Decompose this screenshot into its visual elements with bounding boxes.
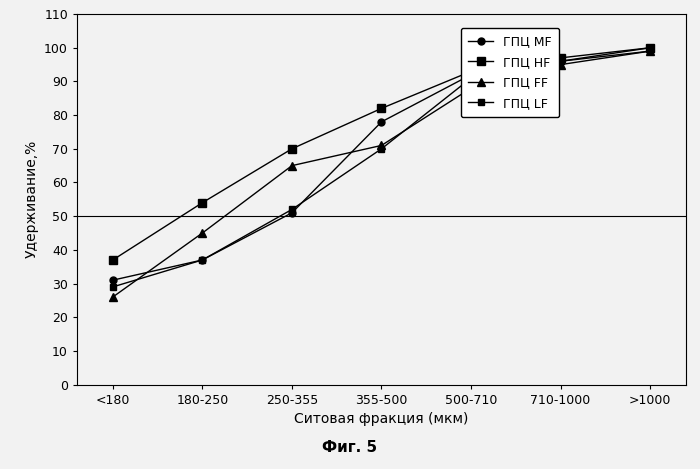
ГПЦ HF (556, 55, 565, 61)
ГПЦ HF (467, 68, 475, 74)
ГПЦ MF (198, 257, 206, 263)
ГПЦ MF (108, 277, 117, 283)
ГПЦ HF (646, 45, 654, 51)
ГПЦ HF (198, 200, 206, 205)
ГПЦ MF (377, 119, 386, 125)
ГПЦ FF (108, 294, 117, 300)
ГПЦ FF (467, 85, 475, 91)
Line: ГПЦ MF: ГПЦ MF (109, 48, 654, 284)
ГПЦ MF (467, 72, 475, 77)
ГПЦ LF (377, 146, 386, 151)
ГПЦ LF (198, 257, 206, 263)
ГПЦ HF (377, 106, 386, 111)
Line: ГПЦ LF: ГПЦ LF (110, 45, 653, 290)
ГПЦ FF (556, 62, 565, 68)
ГПЦ MF (556, 59, 565, 64)
ГПЦ FF (288, 163, 296, 168)
ГПЦ FF (377, 143, 386, 148)
Line: ГПЦ HF: ГПЦ HF (108, 44, 654, 264)
ГПЦ MF (288, 210, 296, 216)
ГПЦ LF (288, 207, 296, 212)
Line: ГПЦ FF: ГПЦ FF (108, 47, 654, 301)
ГПЦ LF (467, 75, 475, 81)
ГПЦ LF (646, 45, 654, 51)
X-axis label: Ситовая фракция (мкм): Ситовая фракция (мкм) (294, 412, 469, 426)
Legend: ГПЦ MF, ГПЦ HF, ГПЦ FF, ГПЦ LF: ГПЦ MF, ГПЦ HF, ГПЦ FF, ГПЦ LF (461, 28, 559, 117)
Y-axis label: Удерживание,%: Удерживание,% (25, 140, 38, 258)
ГПЦ HF (288, 146, 296, 151)
ГПЦ LF (556, 59, 565, 64)
Text: Фиг. 5: Фиг. 5 (323, 440, 377, 455)
ГПЦ LF (108, 284, 117, 290)
ГПЦ HF (108, 257, 117, 263)
ГПЦ FF (198, 230, 206, 236)
ГПЦ MF (646, 48, 654, 54)
ГПЦ FF (646, 48, 654, 54)
